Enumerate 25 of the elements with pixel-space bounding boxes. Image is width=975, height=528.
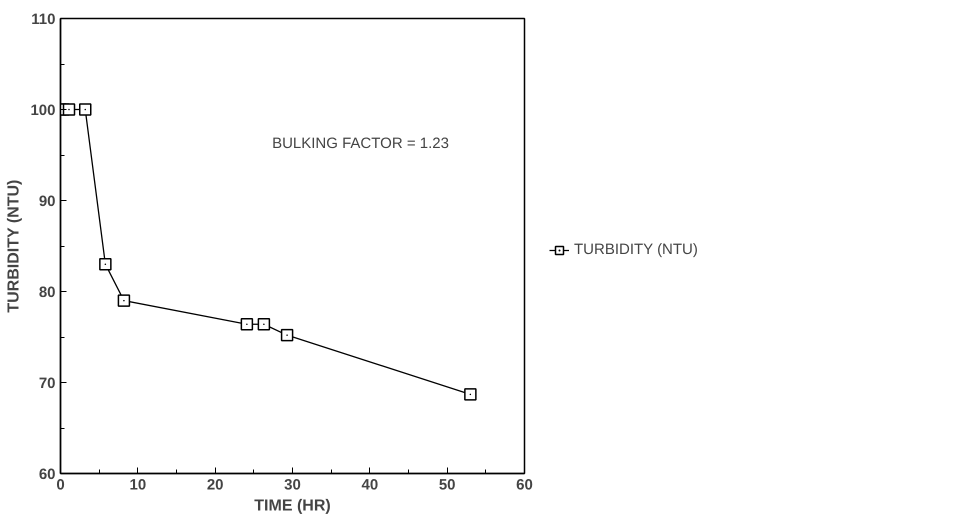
annotation: BULKING FACTOR = 1.23	[272, 135, 449, 152]
y-tick-label: 90	[38, 193, 56, 210]
y-tick-label: 80	[38, 284, 56, 301]
y-tick-label: 110	[31, 11, 56, 28]
point	[62, 103, 76, 116]
x-axis-title: TIME (HR)	[254, 498, 331, 514]
point	[258, 318, 270, 331]
point	[99, 258, 112, 270]
point	[240, 318, 254, 331]
y-tick-label: 100	[30, 102, 56, 119]
x-tick-label: 50	[438, 476, 456, 494]
point	[118, 294, 130, 307]
x-tick-label: 40	[361, 476, 378, 494]
x-tick-label: 60	[516, 476, 533, 494]
y-tick-label: 70	[38, 375, 56, 392]
x-tick-label: 20	[206, 476, 224, 494]
point	[78, 103, 92, 116]
x-tick-label: 0	[56, 476, 65, 494]
point	[464, 388, 477, 401]
y-axis-title: TURBIDITY (NTU)	[5, 180, 22, 313]
x-tick-label: 10	[129, 476, 146, 494]
y-tick-label: 60	[38, 466, 56, 483]
point	[280, 328, 294, 342]
legend-label: TURBIDITY (NTU)	[574, 241, 698, 258]
x-tick-label: 30	[284, 476, 301, 494]
